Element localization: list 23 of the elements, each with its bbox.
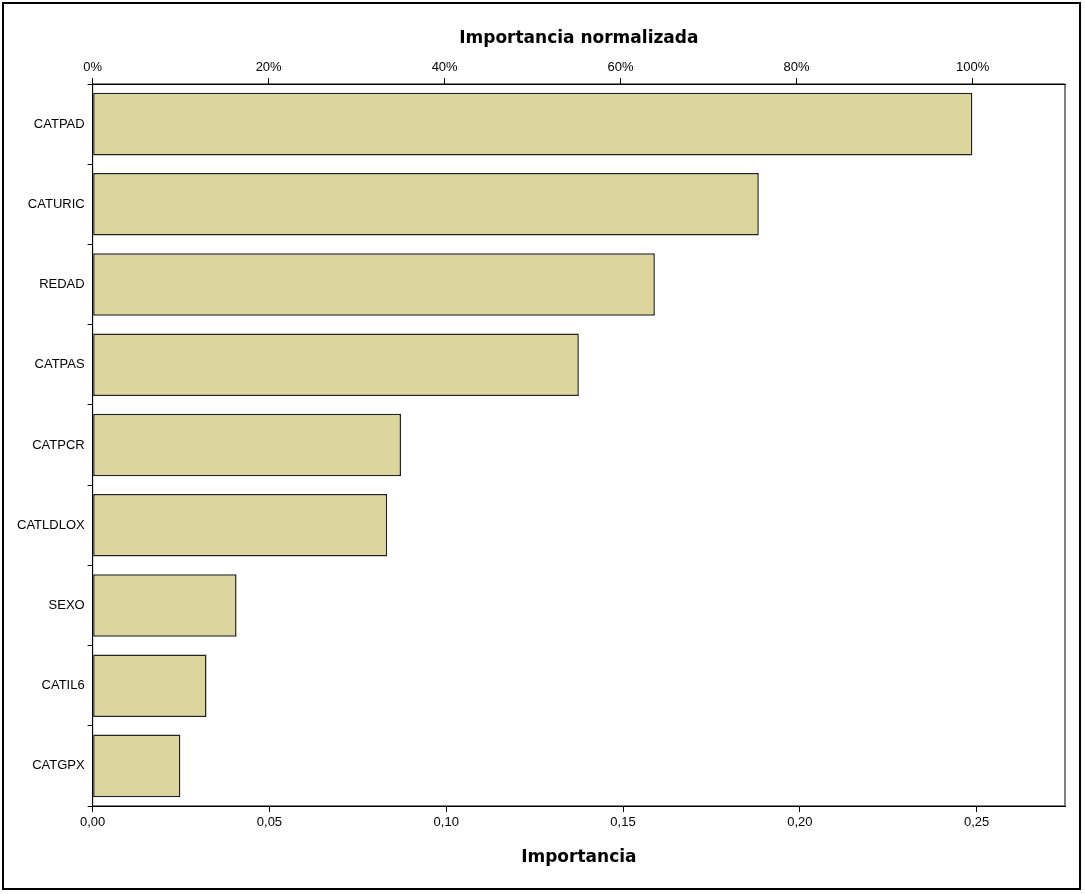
- x-tick-label: 0,20: [787, 814, 813, 830]
- y-tick-label: SEXO: [48, 597, 85, 613]
- y-tick-label: CATPAD: [33, 115, 85, 131]
- x2-axis-title: Importancia normalizada: [459, 26, 699, 47]
- x2-tick-label: 40%: [431, 58, 459, 74]
- x-tick-label: 0,15: [610, 814, 636, 830]
- x-tick-label: 0,10: [433, 814, 459, 830]
- x-tick-label: 0,25: [963, 814, 990, 830]
- x2-tick-label: 0%: [83, 58, 103, 74]
- x-tick-label: 0,05: [256, 814, 283, 830]
- y-tick-label: CATIL6: [41, 677, 85, 693]
- x-tick-label: 0,00: [80, 814, 106, 830]
- y-tick-label: CATURIC: [27, 195, 85, 211]
- y-tick-label: CATPAS: [34, 356, 85, 372]
- x2-tick-label: 80%: [783, 58, 811, 74]
- x2-tick-label: 60%: [607, 58, 635, 74]
- y-tick-label: CATGPX: [32, 757, 85, 773]
- x-axis-title: Importancia: [521, 846, 637, 867]
- y-tick-label: CATPCR: [32, 436, 85, 452]
- x2-tick-label: 100%: [955, 58, 990, 74]
- y-tick-label: CATLDLOX: [16, 516, 85, 532]
- x2-tick-label: 20%: [255, 58, 283, 74]
- y-tick-label: REDAD: [39, 276, 85, 292]
